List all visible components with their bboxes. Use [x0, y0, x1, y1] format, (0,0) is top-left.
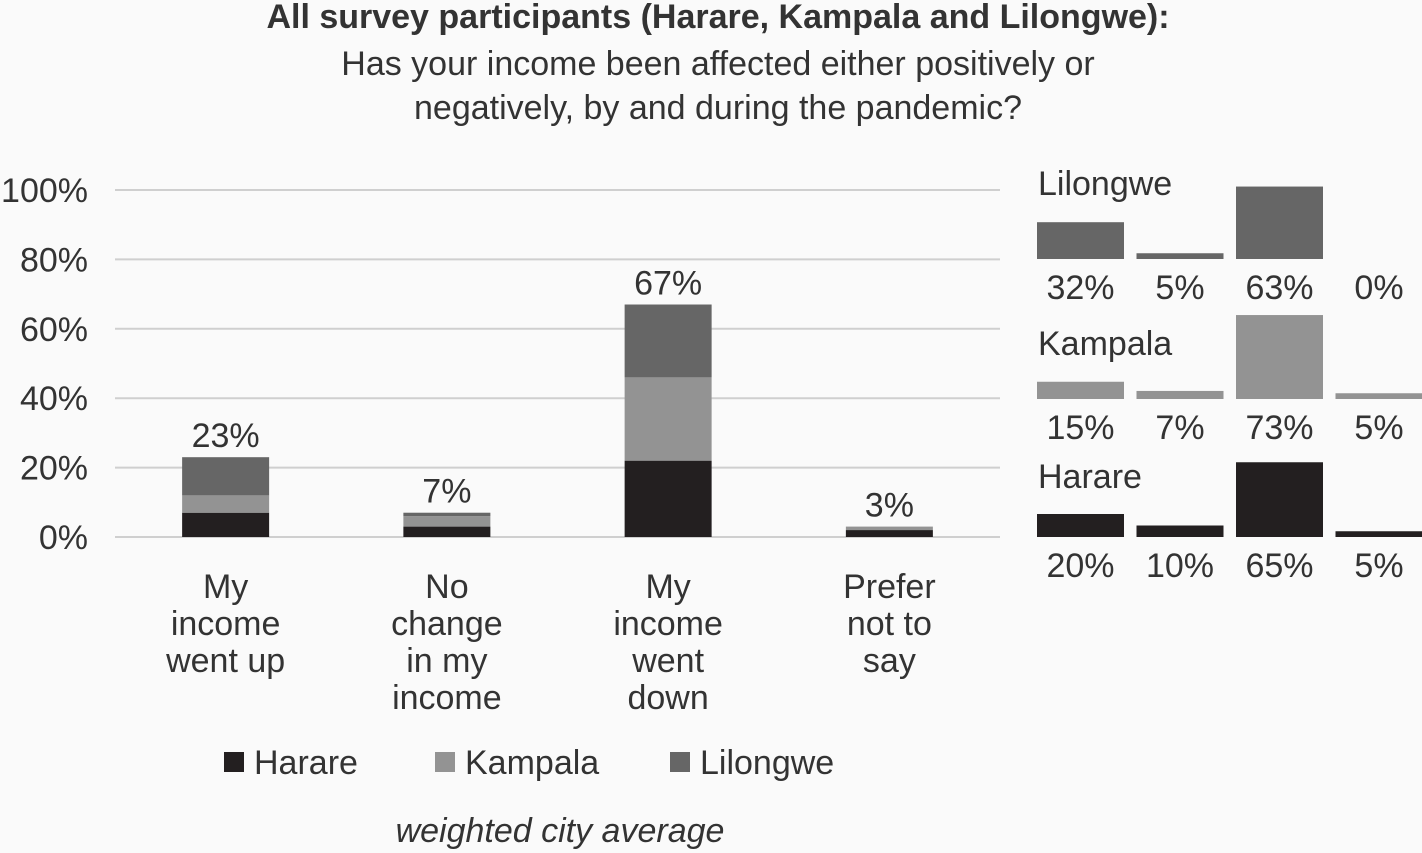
panel-bar — [1037, 514, 1124, 537]
bar-segment — [403, 516, 491, 527]
panel-value-label: 10% — [1146, 547, 1214, 585]
x-tick-label: My income went up — [165, 568, 285, 680]
panel-bar — [1136, 390, 1224, 399]
panel-value-label: 0% — [1354, 269, 1403, 307]
total-label: 7% — [422, 473, 471, 511]
bar-segment — [403, 512, 491, 517]
legend-label: Kampala — [465, 744, 599, 782]
chart-subtitle: Has your income been affected either pos… — [341, 45, 1094, 127]
bar-segment — [182, 457, 270, 496]
panel-title: Harare — [1038, 458, 1142, 496]
panel-bar — [1236, 186, 1323, 259]
legend-label: Harare — [254, 744, 358, 782]
panel-value-label: 5% — [1354, 409, 1403, 447]
y-tick-label: 40% — [20, 380, 88, 418]
panel-bar — [1037, 222, 1124, 259]
bar-segment — [624, 460, 712, 537]
legend-swatch — [435, 752, 455, 772]
chart-title: All survey participants (Harare, Kampala… — [266, 0, 1169, 36]
y-tick-label: 20% — [20, 450, 88, 488]
x-tick-label: No change in my income — [391, 568, 503, 717]
panel-value-label: 65% — [1245, 547, 1313, 585]
y-tick-label: 0% — [39, 519, 88, 557]
panel-bar — [1335, 393, 1422, 399]
legend-swatch — [224, 752, 244, 772]
panel-title: Kampala — [1038, 325, 1172, 363]
panel-value-label: 73% — [1245, 409, 1313, 447]
panel-bar — [1136, 253, 1224, 259]
panel-value-label: 20% — [1046, 547, 1114, 585]
panel-bar — [1236, 462, 1323, 537]
y-tick-label: 80% — [20, 241, 88, 279]
y-tick-label: 60% — [20, 311, 88, 349]
panel-title: Lilongwe — [1038, 165, 1172, 203]
panel-value-label: 5% — [1354, 547, 1403, 585]
footnote: weighted city average — [396, 812, 725, 850]
bar-segment — [624, 304, 712, 378]
panel-value-label: 32% — [1046, 269, 1114, 307]
panel-bar — [1335, 531, 1422, 537]
panel-bar — [1136, 525, 1224, 537]
x-tick-label: Prefer not to say — [843, 568, 936, 680]
total-label: 23% — [192, 417, 260, 455]
bar-segment — [182, 512, 270, 537]
panel-value-label: 7% — [1155, 409, 1204, 447]
bar-segment — [403, 526, 491, 537]
legend-label: Lilongwe — [700, 744, 834, 782]
bar-segment — [624, 377, 712, 461]
panel-bar — [1236, 315, 1323, 399]
total-label: 3% — [865, 487, 914, 525]
legend-swatch — [670, 752, 690, 772]
panel-value-label: 15% — [1046, 409, 1114, 447]
panel-bar — [1037, 381, 1124, 399]
bar-segment — [182, 495, 270, 513]
bar-segment — [845, 530, 933, 537]
y-tick-label: 100% — [1, 172, 88, 210]
total-label: 67% — [634, 265, 702, 303]
panel-value-label: 63% — [1245, 269, 1313, 307]
x-tick-label: My income went down — [613, 568, 723, 717]
bar-segment — [845, 526, 933, 531]
panel-value-label: 5% — [1155, 269, 1204, 307]
